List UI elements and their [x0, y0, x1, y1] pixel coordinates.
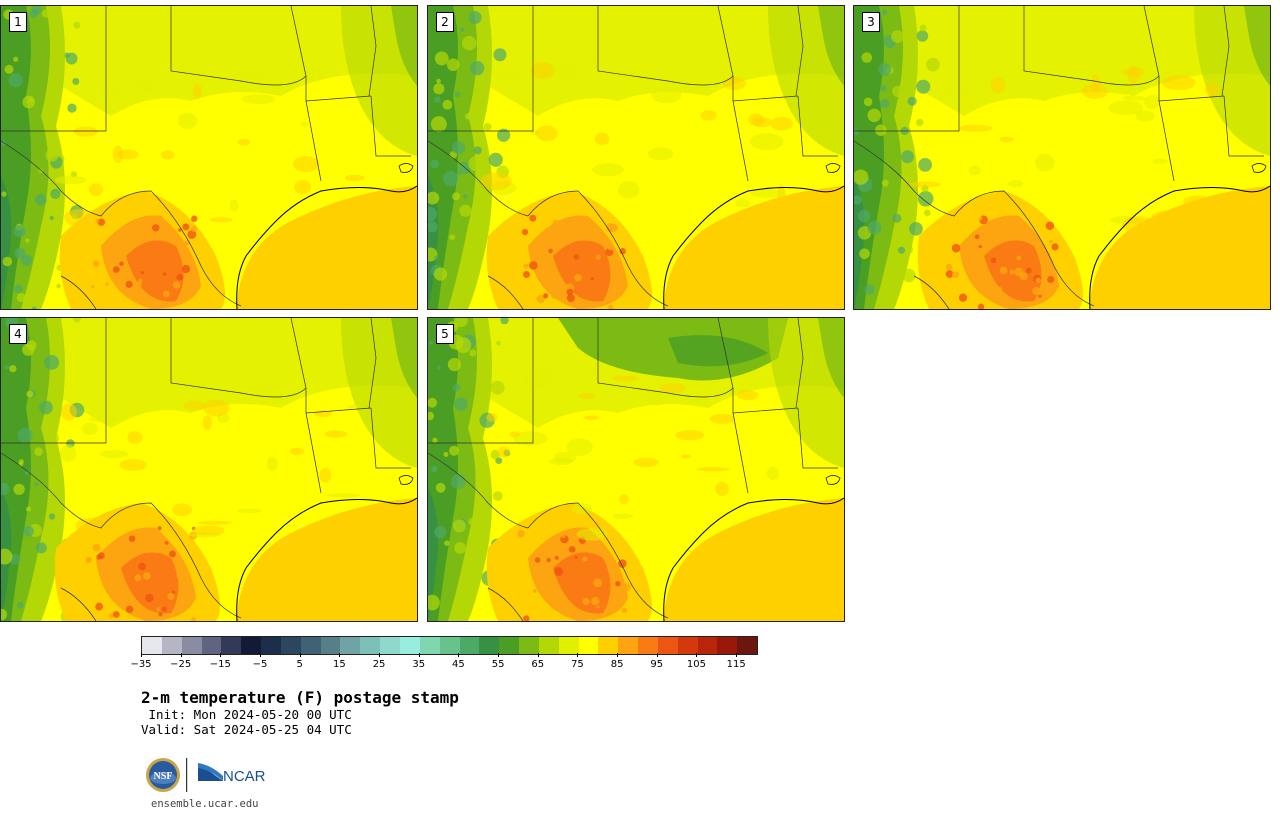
panel-number: 4 — [9, 324, 27, 344]
colorbar-tick-label: 105 — [686, 659, 707, 670]
colorbar-tick-label: 95 — [650, 659, 664, 670]
colorbar-cell — [538, 637, 559, 654]
valid-time: Valid: Sat 2024-05-25 04 UTC — [141, 722, 352, 737]
colorbar-cell — [419, 637, 440, 654]
colorbar-cell — [677, 637, 698, 654]
temperature-colorbar — [141, 636, 758, 655]
temperature-map — [1, 318, 417, 621]
map-panel-3: 3 — [853, 5, 1271, 310]
colorbar-cell — [598, 637, 619, 654]
colorbar-ticks: −35 −25 −15 −5 5 15 25 35 45 55 65 75 85 95 105 115 — [130, 653, 756, 673]
colorbar-tick — [696, 653, 698, 657]
colorbar-cell — [459, 637, 480, 654]
colorbar-tick-label: 75 — [571, 659, 584, 670]
colorbar-tick — [418, 653, 420, 657]
ncar-logo-text: NCAR — [223, 768, 266, 785]
map-panel-5: 5 — [427, 317, 845, 622]
colorbar-tick-label: 55 — [491, 659, 505, 670]
colorbar-cell — [261, 637, 281, 654]
colorbar-cell — [737, 637, 758, 654]
colorbar-tick-label: 5 — [296, 659, 303, 670]
map-panel-2: 2 — [427, 5, 845, 310]
colorbar-tick — [458, 653, 460, 657]
colorbar-cell — [499, 637, 520, 654]
chart-title: 2-m temperature (F) postage stamp — [141, 688, 459, 707]
panel-number: 1 — [9, 12, 27, 32]
colorbar-cell — [161, 637, 182, 654]
colorbar-cell — [697, 637, 718, 654]
colorbar-cell — [320, 637, 341, 654]
colorbar-cell — [181, 637, 202, 654]
colorbar-tick — [656, 653, 658, 657]
nsf-logo-text: NSF — [154, 771, 173, 782]
logos: NSF NCAR — [146, 758, 266, 792]
colorbar-tick-label: −25 — [170, 659, 192, 670]
colorbar-tick-label: −5 — [252, 659, 268, 670]
colorbar-cell — [280, 637, 301, 654]
colorbar-cell — [399, 637, 420, 654]
temperature-map — [1, 6, 417, 309]
map-panel-1: 1 — [0, 5, 418, 310]
colorbar-tick-label: 15 — [333, 659, 346, 670]
colorbar-tick — [180, 653, 182, 657]
colorbar-tick-label: −15 — [209, 659, 231, 670]
colorbar-cell — [439, 637, 460, 654]
colorbar-tick-label: 25 — [372, 659, 386, 670]
colorbar-cell — [221, 637, 242, 654]
temperature-map — [428, 6, 844, 309]
colorbar-tick-label: −35 — [130, 659, 152, 670]
colorbar-tick-label: 45 — [452, 659, 465, 670]
nsf-logo-icon: NSF — [146, 758, 180, 792]
colorbar-cell — [300, 637, 321, 654]
colorbar-tick — [220, 653, 222, 657]
ncar-logo-icon: NCAR — [198, 763, 266, 785]
colorbar-cell — [380, 637, 400, 654]
colorbar-tick — [498, 653, 500, 657]
panel-number: 5 — [436, 324, 454, 344]
colorbar-tick — [299, 653, 301, 657]
colorbar-cell — [519, 637, 539, 654]
colorbar-cell — [241, 637, 262, 654]
colorbar-tick-label: 115 — [726, 659, 746, 670]
colorbar-cell — [578, 637, 599, 654]
colorbar-tick-label: 85 — [610, 659, 624, 670]
temperature-map — [428, 318, 844, 621]
site-url: ensemble.ucar.edu — [151, 798, 259, 810]
colorbar-cell — [717, 637, 738, 654]
colorbar-cell — [201, 637, 222, 654]
colorbar-cell — [360, 637, 381, 654]
colorbar-tick — [736, 653, 738, 657]
colorbar-tick-label: 65 — [531, 659, 545, 670]
colorbar-cell — [142, 637, 162, 654]
colorbar-cell — [657, 637, 678, 654]
colorbar-cell — [558, 637, 579, 654]
init-time: Init: Mon 2024-05-20 00 UTC — [141, 707, 352, 722]
colorbar-cell — [479, 637, 500, 654]
colorbar-cell — [618, 637, 639, 654]
colorbar-tick-label: 35 — [412, 659, 426, 670]
colorbar-tick — [339, 653, 341, 657]
colorbar-cell — [340, 637, 361, 654]
colorbar-tick — [260, 653, 262, 657]
temperature-map — [854, 6, 1270, 309]
colorbar-tick — [537, 653, 539, 657]
colorbar-cell — [638, 637, 658, 654]
map-panel-4: 4 — [0, 317, 418, 622]
colorbar-tick — [141, 653, 142, 657]
panel-number: 3 — [862, 12, 880, 32]
colorbar-tick — [577, 653, 579, 657]
colorbar-tick — [617, 653, 619, 657]
panel-number: 2 — [436, 12, 454, 32]
colorbar-tick — [379, 653, 381, 657]
